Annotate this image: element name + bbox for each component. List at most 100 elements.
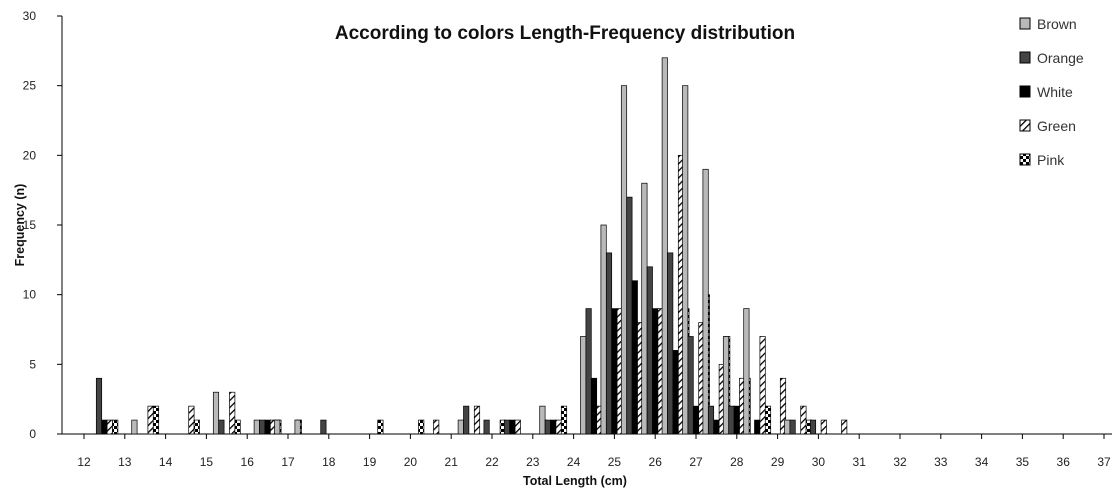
x-tick-label: 15 (200, 455, 214, 469)
x-tick-label: 35 (1016, 455, 1030, 469)
bar-white (652, 308, 659, 435)
bar-orange (789, 419, 796, 435)
legend-label-orange: Orange (1037, 50, 1084, 66)
bar-brown (743, 308, 750, 435)
bar-white (713, 419, 720, 435)
bar-white (733, 405, 740, 435)
chart-title: According to colors Length-Frequency dis… (335, 23, 795, 44)
bar-pink (418, 419, 425, 435)
x-tick-label: 32 (893, 455, 907, 469)
x-tick-label: 13 (118, 455, 132, 469)
bar-pink (112, 419, 119, 435)
x-tick-label: 17 (281, 455, 295, 469)
bar-brown (212, 391, 220, 435)
y-tick-label: 30 (23, 9, 37, 23)
x-tick-label: 21 (445, 455, 459, 469)
bar-brown (253, 419, 260, 435)
legend-label-white: White (1037, 84, 1073, 100)
y-tick-label: 10 (23, 288, 37, 302)
bar-brown (722, 336, 730, 435)
x-tick-label: 26 (649, 455, 663, 469)
x-tick-label: 31 (853, 455, 867, 469)
bar-white (754, 419, 761, 435)
bar-orange (646, 266, 653, 435)
x-tick-label: 18 (322, 455, 336, 469)
bar-green (820, 419, 827, 435)
x-tick-label: 19 (363, 455, 377, 469)
bar-orange (544, 419, 551, 435)
bar-brown (702, 168, 709, 435)
x-tick-label: 27 (689, 455, 703, 469)
bar-pink (764, 405, 772, 435)
x-tick-label: 29 (771, 455, 785, 469)
y-tick-label: 0 (29, 427, 36, 441)
bar-brown (580, 336, 587, 435)
y-tick-label: 25 (23, 79, 37, 93)
x-tick-label: 37 (1097, 455, 1111, 469)
bar-brown (784, 419, 791, 435)
bar-orange (463, 405, 470, 435)
bar-orange (728, 405, 735, 435)
bar-orange (585, 308, 592, 435)
bar-green (147, 405, 154, 435)
bar-white (631, 280, 638, 435)
bar-brown (274, 419, 281, 435)
bar-green (473, 405, 481, 435)
bar-orange (320, 419, 327, 435)
bar-green (779, 377, 787, 435)
x-tick-label: 12 (77, 455, 91, 469)
bar-orange (483, 419, 490, 435)
x-tick-label: 14 (159, 455, 173, 469)
legend-label-pink: Pink (1037, 152, 1065, 168)
legend-swatch-white (1019, 85, 1031, 98)
x-tick-label: 22 (485, 455, 499, 469)
x-tick-label: 28 (730, 455, 744, 469)
bar-brown (682, 85, 689, 435)
legend-label-green: Green (1037, 118, 1076, 134)
bar-green (433, 419, 440, 435)
bar-orange (218, 419, 225, 435)
x-tick-label: 24 (567, 455, 581, 469)
x-tick-label: 34 (975, 455, 989, 469)
bar-pink (234, 419, 241, 435)
bar-orange (605, 252, 613, 435)
bar-green (759, 336, 766, 435)
x-tick-label: 20 (404, 455, 418, 469)
x-tick-label: 33 (934, 455, 948, 469)
x-tick-label: 30 (812, 455, 826, 469)
bar-white (264, 419, 271, 435)
bar-orange (95, 377, 103, 435)
bar-orange (667, 252, 674, 435)
bar-brown (641, 182, 648, 435)
bar-green (229, 391, 236, 435)
bar-orange (687, 336, 694, 435)
bar-orange (259, 419, 266, 435)
y-tick-label: 15 (23, 218, 37, 232)
bar-pink (560, 405, 568, 435)
legend-swatch-green (1019, 119, 1031, 132)
bar-brown (539, 405, 546, 435)
bar-brown (131, 419, 138, 435)
bar-white (692, 405, 700, 435)
bar-white (611, 308, 618, 435)
bar-brown (620, 85, 628, 435)
legend-swatch-orange (1019, 51, 1031, 64)
legend: Brown Orange White Green Pink (1019, 16, 1084, 168)
bar-white (590, 377, 598, 435)
bar-orange (809, 419, 817, 435)
x-tick-label: 23 (526, 455, 540, 469)
bar-orange (503, 419, 511, 435)
plot-area: 0 5 10 15 20 25 30 12 13 14 15 16 17 18 19 20 21 22 23 24 25… (23, 9, 1112, 469)
bar-orange (707, 405, 715, 435)
legend-swatch-brown (1019, 17, 1031, 30)
bar-white (672, 350, 679, 435)
y-tick-label: 5 (29, 357, 36, 371)
x-tick-label: 16 (241, 455, 255, 469)
bar-brown (661, 57, 668, 435)
bar-white (101, 419, 108, 435)
bar-green (106, 419, 113, 435)
bar-orange (626, 196, 633, 435)
y-axis-label: Frequency (n) (13, 184, 27, 267)
bar-white (550, 419, 557, 435)
